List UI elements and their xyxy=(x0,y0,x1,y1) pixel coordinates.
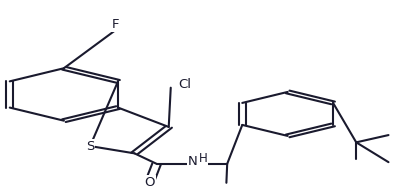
Text: F: F xyxy=(111,18,119,31)
Text: S: S xyxy=(86,139,94,152)
Text: O: O xyxy=(144,176,154,189)
Text: Cl: Cl xyxy=(178,78,191,91)
Text: H: H xyxy=(198,152,207,165)
Text: N: N xyxy=(188,155,197,168)
